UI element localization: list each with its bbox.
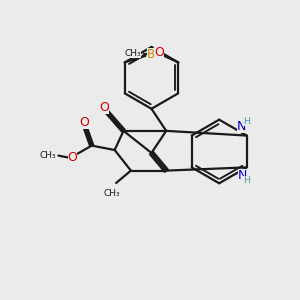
Text: H: H xyxy=(243,117,250,126)
Text: CH₃: CH₃ xyxy=(39,151,56,160)
Text: Br: Br xyxy=(147,48,160,61)
Text: O: O xyxy=(80,116,90,128)
Text: O: O xyxy=(68,151,77,164)
Text: H: H xyxy=(243,176,250,185)
Text: O: O xyxy=(99,100,109,113)
Text: O: O xyxy=(154,46,164,59)
Text: N: N xyxy=(237,120,246,133)
Text: CH₃: CH₃ xyxy=(125,49,141,58)
Text: N: N xyxy=(238,169,247,182)
Text: CH₃: CH₃ xyxy=(103,189,120,198)
